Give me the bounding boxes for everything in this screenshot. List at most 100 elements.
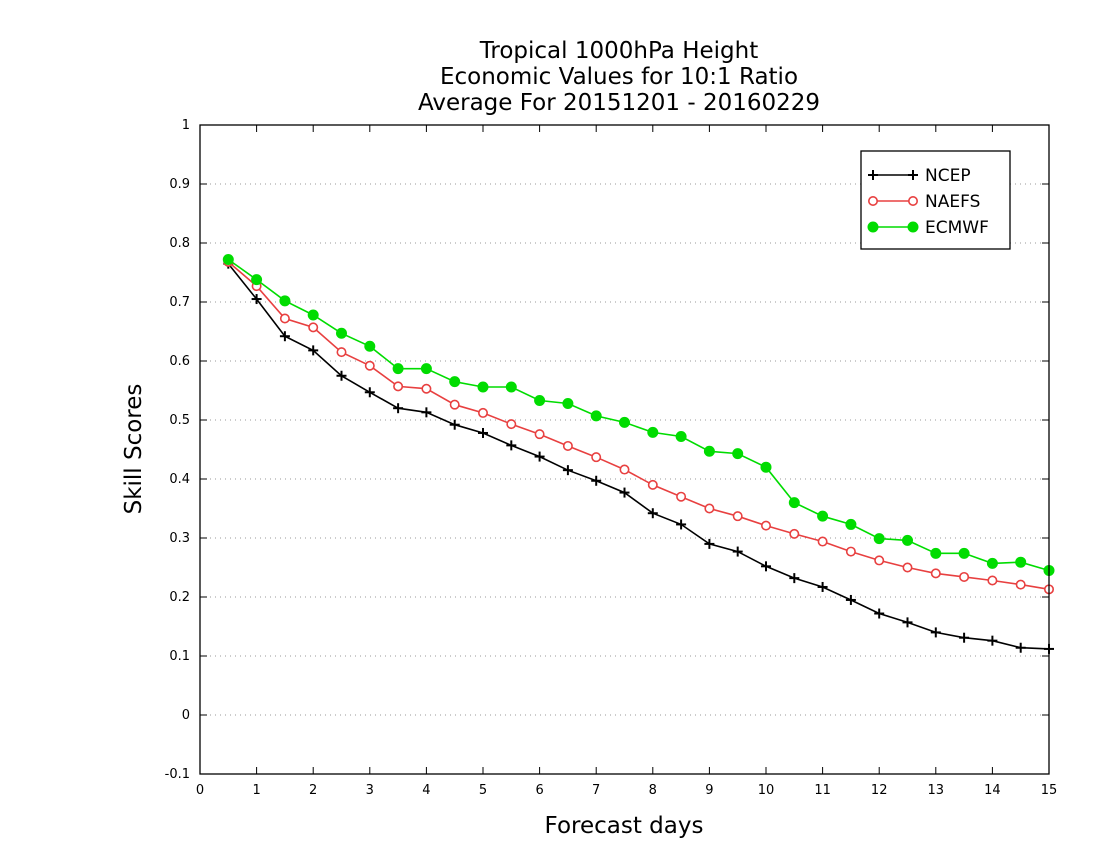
- y-tick-label: 0: [182, 708, 190, 723]
- data-point-naefs: [1015, 579, 1026, 590]
- data-point-ncep: [506, 440, 517, 451]
- data-point-naefs: [308, 322, 319, 333]
- data-point-ncep: [619, 487, 630, 498]
- series-line-ncep: [227, 263, 1050, 650]
- x-tick-label: 3: [366, 783, 374, 798]
- y-axis-label: Skill Scores: [121, 384, 147, 515]
- x-tick-label: 11: [814, 783, 831, 798]
- data-point-ecmwf: [449, 376, 461, 388]
- data-point-ecmwf: [1015, 556, 1027, 568]
- x-tick-label: 4: [422, 783, 430, 798]
- data-point-ncep: [336, 370, 347, 381]
- data-point-naefs: [704, 503, 715, 514]
- data-point-ecmwf: [986, 557, 998, 569]
- data-point-ncep: [676, 519, 687, 530]
- data-point-ecmwf: [788, 497, 800, 509]
- data-point-ecmwf: [279, 295, 291, 307]
- data-point-ecmwf: [817, 510, 829, 522]
- y-tick-label: 0.7: [169, 295, 190, 310]
- y-tick-label: 0.6: [169, 354, 190, 369]
- data-point-naefs: [732, 511, 743, 522]
- data-point-ecmwf: [958, 547, 970, 559]
- y-tick-label: -0.1: [165, 767, 190, 782]
- data-point-ncep: [562, 465, 573, 476]
- data-point-ecmwf: [647, 426, 659, 438]
- y-tick-label: 0.4: [169, 472, 190, 487]
- x-tick-label: 9: [705, 783, 713, 798]
- x-tick-label: 13: [928, 783, 945, 798]
- legend-marker-naefs: [867, 196, 878, 207]
- data-point-ecmwf: [732, 448, 744, 460]
- series-ncep: [223, 258, 1054, 654]
- y-tick-label: 0.2: [169, 590, 190, 605]
- data-point-naefs: [930, 568, 941, 579]
- legend-label-ecmwf: ECMWF: [925, 218, 989, 238]
- y-tick-label: 0.9: [169, 177, 190, 192]
- data-point-naefs: [421, 383, 432, 394]
- legend-marker-ecmwf: [867, 221, 879, 233]
- data-point-ecmwf: [760, 461, 772, 473]
- data-point-ncep: [761, 561, 771, 572]
- x-tick-label: 8: [649, 783, 657, 798]
- data-point-naefs: [534, 429, 545, 440]
- data-point-ecmwf: [336, 327, 347, 339]
- series-line-naefs: [227, 261, 1050, 591]
- data-point-ncep: [647, 508, 658, 519]
- data-point-ncep: [874, 608, 885, 619]
- data-point-naefs: [619, 464, 630, 475]
- data-point-naefs: [845, 546, 856, 557]
- legend-box: [860, 150, 1011, 250]
- data-point-naefs: [336, 347, 347, 358]
- data-point-ecmwf: [590, 410, 602, 422]
- data-point-ncep: [845, 594, 856, 605]
- data-point-ncep: [1015, 642, 1026, 653]
- data-point-ncep: [449, 419, 460, 430]
- data-point-ecmwf: [307, 309, 319, 321]
- data-point-naefs: [676, 491, 687, 502]
- data-point-ncep: [393, 403, 404, 414]
- data-point-naefs: [449, 399, 460, 410]
- data-point-naefs: [279, 313, 290, 324]
- data-point-naefs: [477, 407, 488, 418]
- data-point-naefs: [591, 452, 602, 463]
- data-point-ncep: [704, 538, 715, 549]
- series-ecmwf: [222, 254, 1055, 576]
- data-point-ncep: [308, 345, 319, 356]
- data-point-ecmwf: [420, 363, 432, 375]
- data-point-ecmwf: [222, 254, 234, 266]
- data-point-naefs: [959, 571, 970, 582]
- y-tick-label: 0.1: [169, 649, 190, 664]
- chart-title-line-3: Average For 20151201 - 20160229: [418, 90, 820, 116]
- x-tick-label: 0: [196, 783, 204, 798]
- data-point-ecmwf: [562, 397, 574, 409]
- series-naefs: [223, 256, 1055, 595]
- legend-marker-naefs: [907, 196, 918, 207]
- y-tick-label: 0.3: [169, 531, 190, 546]
- data-point-naefs: [760, 520, 771, 531]
- x-tick-label: 2: [309, 783, 317, 798]
- x-tick-label: 1: [252, 783, 260, 798]
- axis-ticks: -0.100.10.20.30.40.50.60.70.80.910 1 2 3 4 5 6…: [165, 118, 1058, 798]
- x-tick-label: 14: [984, 783, 1001, 798]
- data-point-naefs: [506, 419, 517, 430]
- gridlines: [200, 183, 1049, 716]
- chart-title-line-1: Tropical 1000hPa Height: [479, 38, 759, 64]
- legend-marker-ecmwf: [907, 221, 919, 233]
- data-point-ncep: [591, 475, 602, 486]
- data-point-ncep: [279, 331, 290, 342]
- data-point-ecmwf: [619, 416, 630, 428]
- data-point-naefs: [364, 360, 375, 371]
- x-tick-label: 12: [871, 783, 888, 798]
- data-point-ncep: [902, 617, 913, 628]
- data-point-ecmwf: [505, 381, 517, 393]
- data-point-ncep: [534, 451, 545, 462]
- series-line-ecmwf: [227, 258, 1050, 572]
- data-point-ecmwf: [845, 518, 857, 530]
- data-point-ecmwf: [534, 395, 546, 407]
- legend: NCEP NAEFS ECMWF: [860, 150, 1011, 250]
- legend-label-ncep: NCEP: [925, 166, 971, 186]
- data-point-naefs: [817, 536, 828, 547]
- chart-title: Tropical 1000hPa Height Economic Values …: [418, 38, 820, 116]
